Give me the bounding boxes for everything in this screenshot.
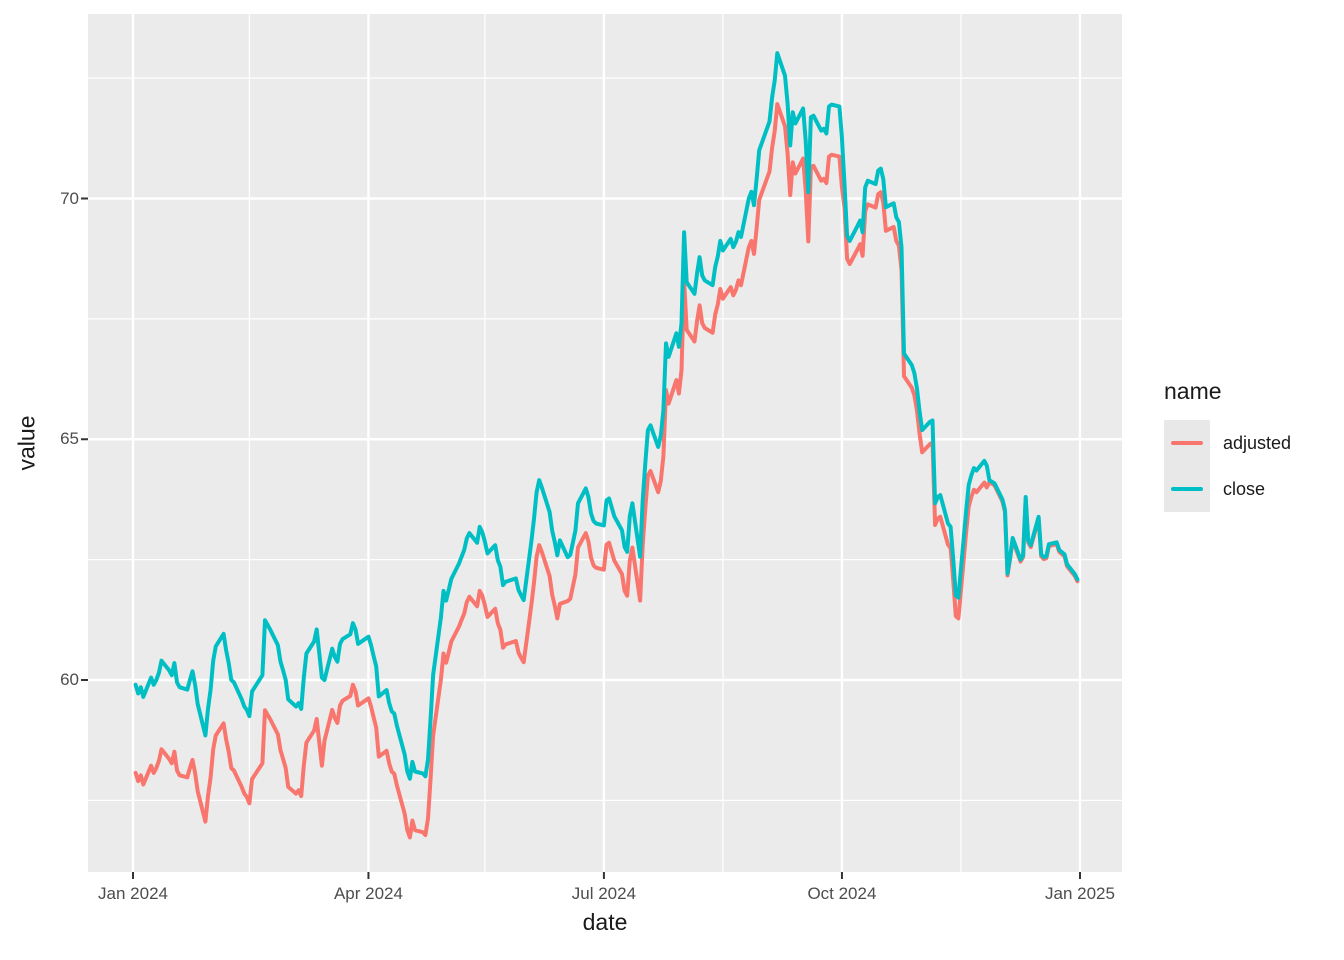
x-tick-label: Apr 2024 bbox=[333, 884, 403, 903]
close-line bbox=[133, 51, 1080, 781]
legend-title: name bbox=[1164, 378, 1222, 404]
x-tick-label: Oct 2024 bbox=[807, 884, 877, 903]
close-line-sample bbox=[1171, 487, 1203, 491]
legend-key-close bbox=[1164, 466, 1210, 512]
x-tick-label: Jan 2025 bbox=[1045, 884, 1115, 903]
y-tick-label: 65 bbox=[60, 429, 79, 449]
y-tick-label: 70 bbox=[60, 188, 79, 208]
x-axis-title: date bbox=[582, 909, 628, 935]
adjusted-line bbox=[133, 102, 1080, 840]
x-tick-label: Jul 2024 bbox=[571, 884, 637, 903]
x-tick-label: Jan 2024 bbox=[98, 884, 168, 903]
legend-label-close: close bbox=[1223, 479, 1266, 499]
legend-key-adjusted bbox=[1164, 420, 1210, 466]
y-tick-label: 60 bbox=[60, 670, 79, 689]
adjusted-line-sample bbox=[1171, 441, 1203, 445]
legend-label-adjusted: adjusted bbox=[1223, 433, 1292, 453]
